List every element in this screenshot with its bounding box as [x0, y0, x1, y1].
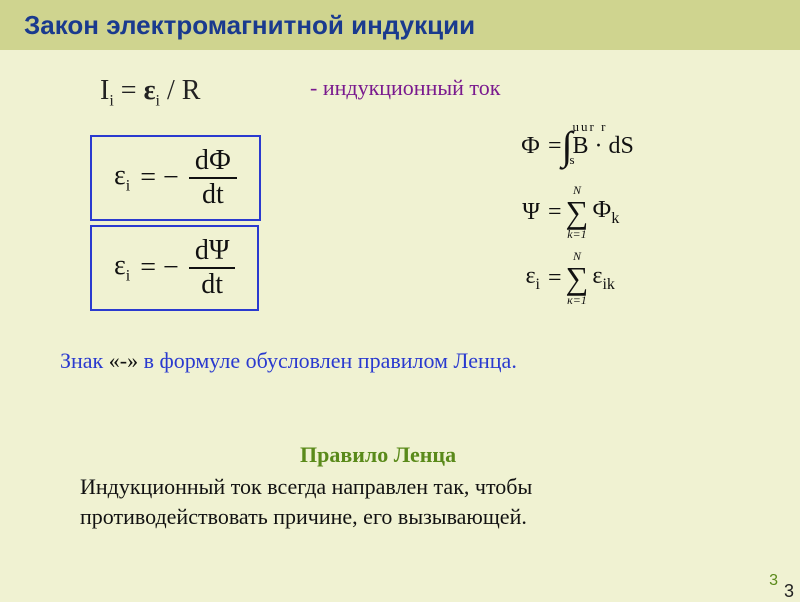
eps-sum-bot: к=1 [567, 294, 587, 306]
current-eq: = [114, 75, 144, 106]
slide-title: Закон электромагнитной индукции [24, 10, 475, 41]
phi-den: dt [196, 179, 230, 211]
phi-eps: ε [114, 160, 126, 191]
eps-sum-equation: εi = N ∑ к=1 εik [480, 248, 634, 308]
phi-eq: = − [140, 162, 179, 194]
title-bar: Закон электромагнитной индукции [0, 0, 800, 50]
psi-den: dt [195, 269, 229, 301]
flux-equation: Ф = ∫ s uur r B · dS [480, 116, 634, 176]
page-number: 3 [769, 572, 778, 590]
phi-fraction: dФ dt [189, 145, 237, 211]
flux-body: uur r B · dS [573, 133, 634, 160]
page-number-corner: 3 [784, 581, 794, 602]
current-eps: ε [144, 75, 156, 106]
flux-integrand: B · dS [573, 133, 634, 159]
eps-sum-lhs-sub: i [536, 275, 540, 292]
emf-phi-box: εi = − dФ dt [90, 135, 261, 221]
current-tail: / R [160, 75, 200, 106]
lenz-sign-note: Знак «-» в формуле обусловлен правилом Л… [60, 348, 517, 374]
right-equations: Ф = ∫ s uur r B · dS Ψ = N ∑ k=1 Фk εi = [480, 110, 634, 314]
vector-accent: uur r [573, 119, 608, 135]
eps-sum-lhs: ε [525, 263, 535, 289]
eps-sum-eq: = [548, 265, 562, 292]
lenz-rule-body: Индукционный ток всегда направлен так, ч… [80, 472, 720, 531]
phi-num: dФ [189, 145, 237, 179]
lenz-sign: «-» [109, 348, 144, 373]
psi-sum-bot: k=1 [567, 228, 586, 240]
eps-term: ε [592, 263, 602, 289]
psi-sum-equation: Ψ = N ∑ k=1 Фk [480, 182, 634, 242]
emf-psi-box: εi = − dΨ dt [90, 225, 259, 311]
lenz-pre: Знак [60, 348, 109, 373]
flux-lhs: Ф [480, 133, 540, 160]
psi-num: dΨ [189, 235, 236, 269]
flux-eq: = [548, 133, 562, 160]
sigma-icon: N ∑ к=1 [566, 250, 589, 306]
lenz-rule-title: Правило Ленца [300, 442, 456, 468]
phi-eps-sub: i [126, 178, 130, 195]
current-formula: Ii = εi / R [100, 75, 200, 111]
sigma-icon: N ∑ k=1 [566, 184, 589, 240]
psi-sum-eq: = [548, 199, 562, 226]
current-I: I [100, 75, 109, 106]
psi-eq: = − [140, 252, 179, 284]
integral-icon: ∫ s [562, 126, 573, 166]
psi-eps-sub: i [126, 268, 130, 285]
psi-term: Ф [592, 197, 611, 223]
psi-eps: ε [114, 250, 126, 281]
eps-term-sub: ik [602, 275, 614, 292]
lenz-post: в формуле обусловлен правилом Ленца. [144, 348, 517, 373]
psi-term-sub: k [611, 209, 619, 226]
psi-sum-lhs: Ψ [480, 199, 540, 226]
psi-fraction: dΨ dt [189, 235, 236, 301]
induction-current-label: - индукционный ток [310, 75, 500, 101]
